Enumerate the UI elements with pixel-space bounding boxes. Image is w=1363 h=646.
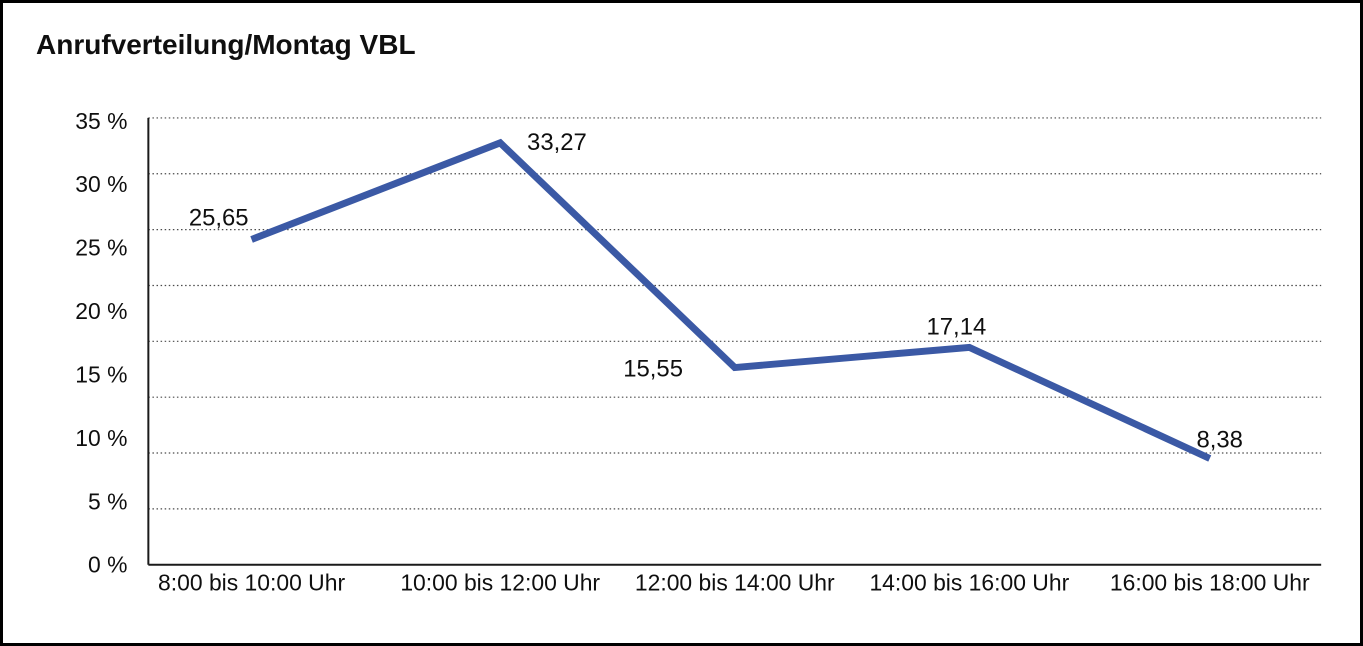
x-axis-tick-label: 12:00 bis 14:00 Uhr: [635, 570, 835, 596]
point-value-label: 33,27: [527, 129, 587, 156]
x-axis-tick-label: 16:00 bis 18:00 Uhr: [1110, 570, 1310, 596]
x-axis-tick-label: 14:00 bis 16:00 Uhr: [869, 570, 1069, 596]
x-axis-tick-label: 8:00 bis 10:00 Uhr: [158, 570, 345, 596]
point-value-label: 8,38: [1196, 427, 1243, 454]
y-axis-tick-label: 15 %: [75, 361, 127, 387]
y-axis-tick-label: 20 %: [75, 298, 127, 324]
y-axis-tick-label: 10 %: [75, 425, 127, 451]
point-value-label: 17,14: [926, 314, 986, 341]
y-axis-tick-label: 0 %: [88, 552, 127, 578]
data-line: [250, 138, 1212, 462]
y-axis-tick-label: 30 %: [75, 171, 127, 197]
y-axis-tick-label: 5 %: [88, 488, 127, 514]
chart-title: Anrufverteilung/Montag VBL: [36, 29, 416, 60]
point-value-label: 15,55: [623, 356, 683, 383]
y-axis-tick-label: 25 %: [75, 235, 127, 261]
line-chart: 35 % 30 % 25 % 20 % 15 % 10 % 5 % 0 % 8:00 bis 1…: [3, 3, 1360, 643]
x-axis-tick-label: 10:00 bis 12:00 Uhr: [400, 570, 600, 596]
y-axis-tick-label: 35 %: [75, 108, 127, 134]
line-chart-canvas: 35 % 30 % 25 % 20 % 15 % 10 % 5 % 0 % 8:00 bis 1…: [75, 108, 1322, 596]
point-value-label: 25,65: [189, 205, 249, 232]
